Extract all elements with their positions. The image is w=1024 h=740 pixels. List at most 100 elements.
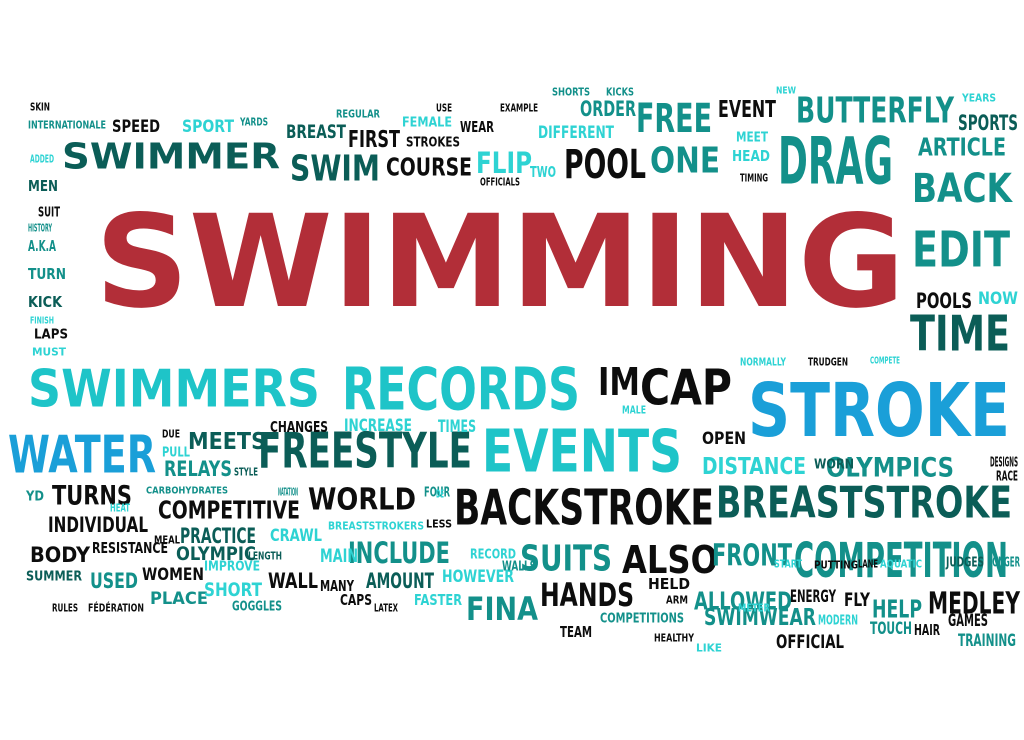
word-wear: WEAR bbox=[460, 118, 494, 136]
word-olympics: OLYMPICS bbox=[826, 453, 954, 484]
word-main: MAIN bbox=[320, 545, 358, 567]
word-wall: WALL bbox=[268, 569, 318, 593]
word-stroke: STROKE bbox=[748, 368, 1010, 454]
word-finish: FINISH bbox=[30, 316, 54, 327]
word-due: DUE bbox=[162, 428, 180, 441]
word-yd: YD bbox=[25, 490, 44, 505]
word-order: ORDER bbox=[580, 97, 636, 121]
word-improve: IMPROVE bbox=[204, 560, 260, 575]
word-touch: TOUCH bbox=[870, 619, 912, 639]
word-swimmers: SWIMMERS bbox=[28, 360, 320, 420]
word-swim: SWIM bbox=[290, 149, 380, 190]
word-edit: EDIT bbox=[912, 222, 1010, 279]
word-example: EXAMPLE bbox=[500, 102, 538, 115]
word-competition: COMPETITION bbox=[794, 533, 1008, 589]
word-world: WORLD bbox=[308, 483, 416, 518]
word-cap: CAP bbox=[640, 360, 732, 417]
word-latex: LATEX bbox=[374, 602, 398, 615]
word-drag: DRAG bbox=[778, 125, 893, 200]
word-goggles: GOGGLES bbox=[232, 600, 282, 615]
word-olympic: OLYMPIC bbox=[176, 543, 256, 565]
word-practice: PRACTICE bbox=[180, 524, 256, 548]
word-lane: LANE bbox=[858, 558, 878, 571]
word-officials: OFFICIALS bbox=[480, 176, 520, 189]
word-individual: INDIVIDUAL bbox=[48, 513, 148, 537]
word-free: FREE bbox=[636, 96, 712, 142]
word-pools: POOLS bbox=[916, 289, 972, 313]
word-heat: HEAT bbox=[110, 502, 130, 515]
word-medley: MEDLEY bbox=[928, 587, 1021, 622]
word-de: DE bbox=[436, 488, 444, 501]
word-like: LIKE bbox=[696, 642, 722, 655]
word-crawl: CRAWL bbox=[270, 526, 322, 546]
word-four: FOUR bbox=[424, 486, 450, 501]
word-games: GAMES bbox=[948, 611, 988, 631]
word-times: TIMES bbox=[438, 417, 476, 437]
word-length: LENGTH bbox=[248, 550, 282, 563]
word-swimwear: SWIMWEAR bbox=[704, 605, 816, 631]
word-meter: METER bbox=[738, 602, 770, 615]
word-im: IM bbox=[598, 360, 640, 404]
word-arm: ARM bbox=[666, 594, 688, 607]
word-first: FIRST bbox=[348, 127, 400, 153]
word-kicks: KICKS bbox=[606, 86, 634, 99]
word-breaststroke: BREASTSTROKE bbox=[716, 478, 1012, 529]
word-use: USE bbox=[436, 102, 452, 115]
word-breast: BREAST bbox=[286, 121, 346, 143]
word-strokes: STROKES bbox=[406, 136, 460, 151]
word-healthy: HEALTHY bbox=[654, 632, 695, 645]
word-meets: MEETS bbox=[188, 429, 266, 455]
word-judges: JUDGES bbox=[945, 556, 984, 571]
word-place: PLACE bbox=[150, 589, 208, 609]
word-water: WATER bbox=[8, 426, 156, 486]
word-freestyle: FREESTYLE bbox=[258, 423, 472, 480]
word-men: MEN bbox=[28, 177, 58, 195]
word-summer: SUMMER bbox=[26, 570, 82, 585]
word-held: HELD bbox=[648, 575, 690, 593]
word-one: ONE bbox=[650, 141, 720, 182]
word-back: BACK bbox=[912, 166, 1014, 212]
word-rules: RULES bbox=[52, 602, 78, 615]
word-worn: WORN bbox=[814, 458, 854, 473]
word-compete: COMPETE bbox=[870, 356, 900, 367]
word-sports: SPORTS bbox=[958, 111, 1018, 135]
word-front: FRONT bbox=[712, 539, 792, 574]
word-many: MANY bbox=[320, 577, 355, 595]
word-carbohydrates: CARBOHYDRATES bbox=[146, 486, 228, 497]
word-putting: PUTTING bbox=[814, 559, 858, 572]
word-official: OFFICIAL bbox=[776, 631, 844, 653]
word-kick: KICK bbox=[28, 293, 63, 311]
word-fly: FLY bbox=[844, 589, 870, 611]
word-records: RECORDS bbox=[342, 355, 580, 424]
word-changes: CHANGES bbox=[270, 418, 328, 436]
word-walls: WALLS bbox=[502, 560, 536, 575]
word-open: OPEN bbox=[702, 429, 746, 449]
word-faster: FASTER bbox=[414, 591, 462, 609]
word-used: USED bbox=[90, 569, 138, 593]
word-internationale: INTERNATIONALE bbox=[28, 119, 106, 132]
word-flip: FLIP bbox=[476, 146, 532, 180]
word-also: ALSO bbox=[622, 538, 718, 582]
word-female: FEMALE bbox=[402, 116, 452, 131]
word-body: BODY bbox=[30, 543, 91, 567]
word-record: RECORD bbox=[470, 548, 516, 563]
word-time: TIME bbox=[910, 306, 1010, 363]
word-article: ARTICLE bbox=[918, 133, 1006, 162]
word-increase: INCREASE bbox=[344, 416, 412, 436]
word-years: YEARS bbox=[961, 92, 996, 105]
word-turn: TURN bbox=[28, 265, 66, 283]
word-must: MUST bbox=[32, 346, 66, 359]
word-style: STYLE bbox=[234, 466, 258, 479]
word-laps: LAPS bbox=[34, 328, 68, 343]
word-speed: SPEED bbox=[112, 117, 160, 137]
word-events: EVENTS bbox=[482, 417, 682, 486]
word-now: NOW bbox=[978, 289, 1018, 309]
word-meet: MEET bbox=[736, 131, 768, 146]
word-amount: AMOUNT bbox=[366, 569, 434, 593]
word-backstroke: BACKSTROKE bbox=[454, 480, 714, 537]
word-history: HISTORY bbox=[28, 222, 52, 235]
word-a-k-a: A.K.A bbox=[28, 237, 56, 255]
word-competitive: COMPETITIVE bbox=[158, 496, 300, 525]
word-new: NEW bbox=[776, 86, 796, 97]
word-yards: YARDS bbox=[239, 116, 268, 129]
